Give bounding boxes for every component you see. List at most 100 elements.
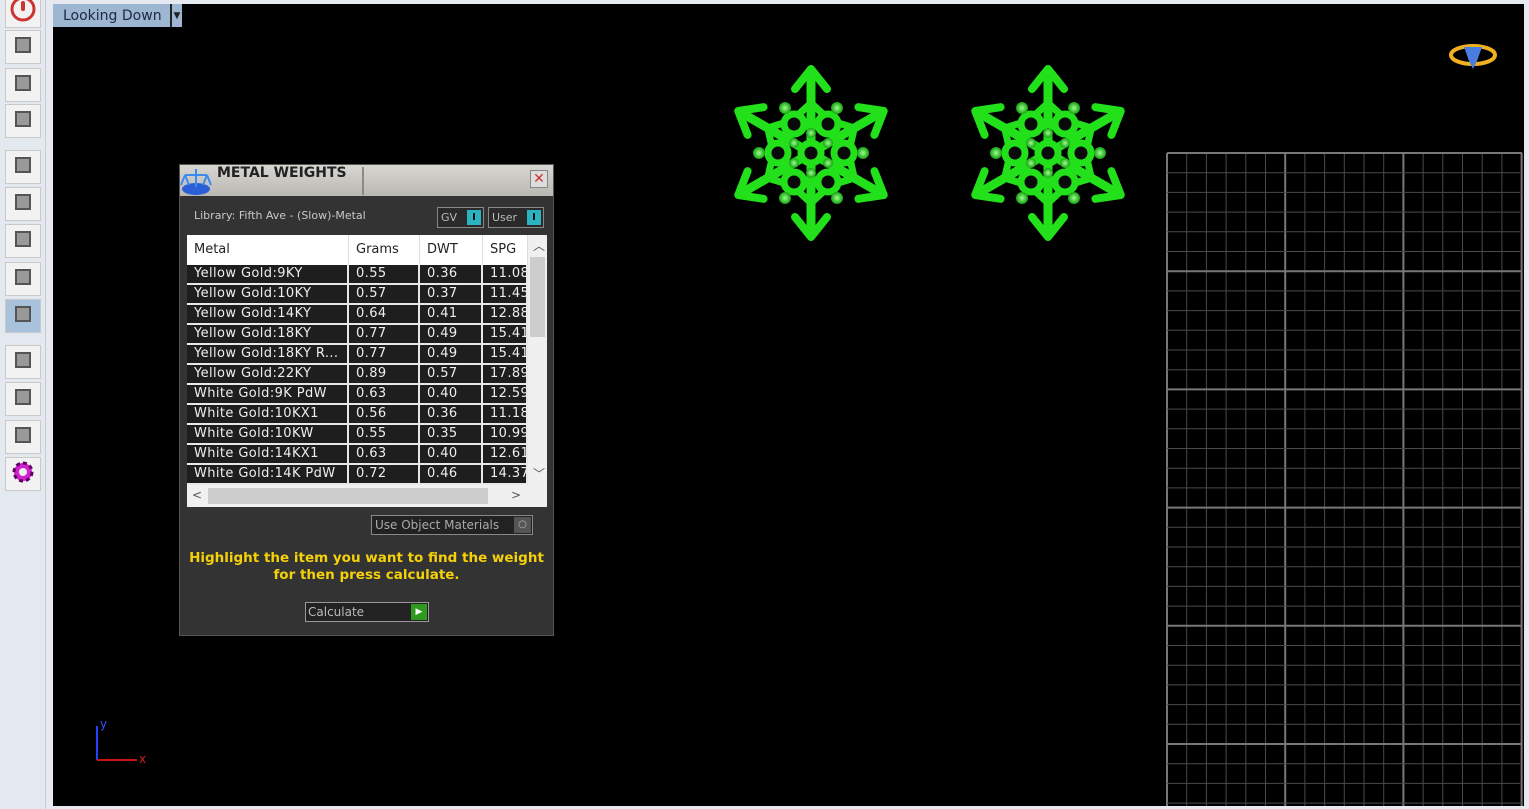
tri-axis-tool-button[interactable] [5,30,41,64]
scroll-thumb[interactable] [530,257,545,337]
column-header-spg[interactable]: SPG [483,235,528,265]
crossed-box-tool-button[interactable] [5,420,41,454]
user-toggle[interactable]: User I [488,207,544,228]
use-object-materials-toggle[interactable]: Use Object Materials ○ [371,515,533,535]
cell-dwt: 0.35 [420,425,483,443]
table-row[interactable]: White Gold:10KW 0.55 0.35 10.99 [187,425,528,445]
scroll-right-icon[interactable]: > [511,488,522,502]
snowflake-model[interactable] [967,69,1128,237]
construction-grid [1166,152,1523,806]
cell-spg: 15.41 [483,325,528,343]
globe-icon [10,70,36,100]
hint-line: for then press calculate. [273,567,460,583]
scroll-left-icon[interactable]: < [192,488,203,502]
column-header-dwt[interactable]: DWT [420,235,483,265]
cell-grams: 0.57 [349,285,420,303]
hint-line: Highlight the item you want to find the … [189,550,544,566]
dialog-title-bar[interactable]: METAL WEIGHTS ✕ [180,165,553,196]
use-object-materials-label: Use Object Materials [375,518,500,532]
instruction-text: Highlight the item you want to find the … [180,550,553,584]
table-row[interactable]: Yellow Gold:18KY R... 0.77 0.49 15.41 [187,345,528,365]
cell-dwt: 0.40 [420,445,483,463]
cell-dwt: 0.40 [420,385,483,403]
close-button[interactable]: ✕ [530,170,548,188]
cell-spg: 17.89 [483,365,528,383]
cube-active-tool-button[interactable] [5,299,41,333]
view-mode-dropdown[interactable]: Looking Down ▼ [53,4,182,27]
cell-metal: White Gold:10KW [187,425,349,443]
cube-vertex-tool-button[interactable] [5,187,41,221]
cell-spg: 12.59 [483,385,528,403]
cell-dwt: 0.37 [420,285,483,303]
cell-dwt: 0.36 [420,405,483,423]
horizontal-scrollbar[interactable]: < > [187,485,547,507]
library-label: Library: Fifth Ave - (Slow)-Metal [194,209,366,222]
globe-tool-button[interactable] [5,68,41,102]
cube-vertex-icon [10,189,36,219]
power-tool-button[interactable] [5,0,41,28]
top-strip [53,0,1529,4]
move-axes-icon [10,152,36,182]
cell-dwt: 0.57 [420,365,483,383]
scale-icon [180,169,212,195]
cell-dwt: 0.36 [420,265,483,283]
table-row[interactable]: White Gold:10KX1 0.56 0.36 11.18 [187,405,528,425]
cell-spg: 12.61 [483,445,528,463]
cell-dwt: 0.49 [420,345,483,363]
radio-icon: ○ [514,517,531,533]
cube-active-icon [10,301,36,331]
toggle-knob: I [527,210,541,225]
cell-metal: White Gold:10KX1 [187,405,349,423]
table-row[interactable]: White Gold:14KX1 0.63 0.40 12.61 [187,445,528,465]
table-row[interactable]: Yellow Gold:9KY 0.55 0.36 11.08 [187,265,528,285]
cell-metal: White Gold:14KX1 [187,445,349,463]
cell-dwt: 0.49 [420,325,483,343]
cell-grams: 0.77 [349,325,420,343]
vertical-scrollbar[interactable]: ︿ ﹀ [528,235,547,485]
cell-grams: 0.63 [349,385,420,403]
cell-metal: Yellow Gold:10KY [187,285,349,303]
scroll-down-icon[interactable]: ﹀ [533,467,546,481]
cell-spg: 11.18 [483,405,528,423]
table-row[interactable]: Yellow Gold:18KY 0.77 0.49 15.41 [187,325,528,345]
brush-tool-button[interactable] [5,345,41,379]
move-axes-tool-button[interactable] [5,150,41,184]
gear-tool-button[interactable] [5,457,41,491]
cell-spg: 14.37 [483,465,528,483]
cube-corner-tool-button[interactable] [5,262,41,296]
chevron-down-icon[interactable]: ▼ [170,4,182,27]
cell-metal: Yellow Gold:14KY [187,305,349,323]
table-body: Yellow Gold:9KY 0.55 0.36 11.08 Yellow Gold:… [187,265,528,485]
scroll-up-icon[interactable]: ︿ [533,239,546,253]
user-label: User [492,211,518,224]
left-toolbar [0,0,46,809]
table-row[interactable]: White Gold:14K PdW 0.72 0.46 14.37 [187,465,528,485]
gv-toggle[interactable]: GV I [437,207,484,228]
table-row[interactable]: Yellow Gold:22KY 0.89 0.57 17.89 [187,365,528,385]
cell-spg: 15.41 [483,345,528,363]
column-header-metal[interactable]: Metal [187,235,349,265]
cell-spg: 10.99 [483,425,528,443]
brush-icon [10,347,36,377]
cell-dwt: 0.46 [420,465,483,483]
toggle-knob: I [467,210,481,225]
cube-edge-tool-button[interactable] [5,224,41,258]
cell-spg: 11.45 [483,285,528,303]
snowflake-model[interactable] [730,69,891,237]
calculate-button[interactable]: Calculate ▶ [305,602,429,622]
cube-edge-icon [10,226,36,256]
table-row[interactable]: Yellow Gold:10KY 0.57 0.37 11.45 [187,285,528,305]
power-icon [9,0,37,27]
column-header-grams[interactable]: Grams [349,235,420,265]
play-icon: ▶ [411,604,427,620]
cell-grams: 0.72 [349,465,420,483]
table-row[interactable]: White Gold:9K PdW 0.63 0.40 12.59 [187,385,528,405]
cell-spg: 12.88 [483,305,528,323]
view-cube-icon[interactable] [1449,44,1497,69]
cell-metal: Yellow Gold:18KY [187,325,349,343]
nodes-tool-button[interactable] [5,104,41,138]
transform-tool-button[interactable] [5,382,41,416]
scroll-thumb[interactable] [208,488,488,504]
table-row[interactable]: Yellow Gold:14KY 0.64 0.41 12.88 [187,305,528,325]
cell-metal: Yellow Gold:18KY R... [187,345,349,363]
